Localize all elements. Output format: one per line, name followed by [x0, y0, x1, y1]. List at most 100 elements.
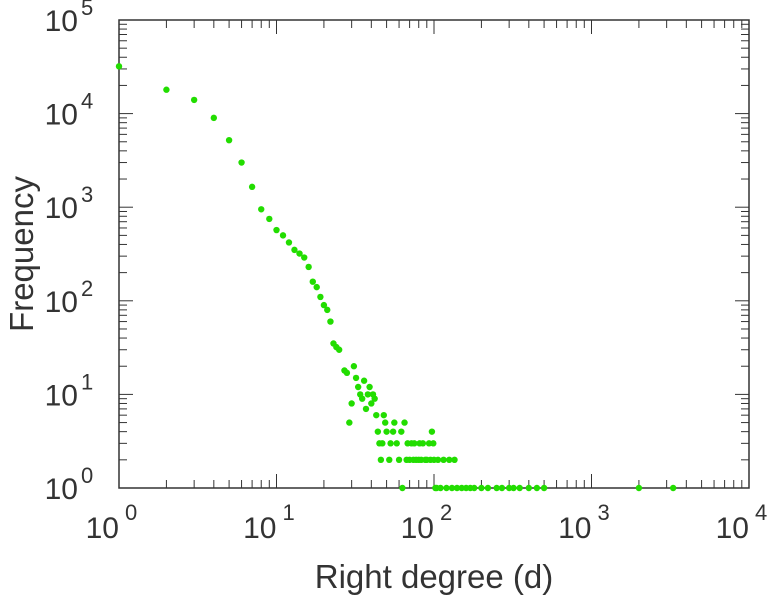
data-point: [343, 369, 351, 377]
data-point: [377, 456, 385, 464]
data-point: [285, 239, 293, 246]
data-point: [313, 283, 320, 291]
x-tick-label: 10 0: [86, 500, 138, 545]
x-tick-exponent: 4: [755, 500, 767, 525]
data-point: [386, 456, 393, 464]
x-tick-exponent: 3: [598, 500, 610, 525]
data-point: [440, 456, 447, 464]
data-point: [379, 440, 386, 447]
data-point: [248, 183, 256, 191]
data-point: [163, 86, 170, 93]
y-tick-base: 10: [45, 473, 78, 506]
data-point: [309, 278, 316, 285]
y-tick-exponent: 2: [81, 276, 93, 301]
y-tick-label: 10 3: [45, 182, 94, 225]
data-point: [383, 428, 390, 435]
data-point: [373, 411, 380, 419]
x-tick-base: 10: [401, 512, 434, 545]
data-point: [305, 263, 312, 271]
y-tick-base: 10: [45, 286, 78, 319]
data-point: [419, 440, 427, 447]
data-point: [510, 484, 517, 492]
data-point: [210, 114, 218, 122]
y-tick-exponent: 0: [81, 463, 93, 488]
y-tick-base: 10: [45, 192, 78, 225]
data-point: [533, 484, 541, 492]
data-point: [350, 363, 358, 370]
x-tick-exponent: 0: [125, 500, 137, 525]
y-tick-base: 10: [45, 379, 78, 412]
data-point: [320, 301, 328, 309]
data-point: [471, 484, 478, 492]
data-point: [669, 484, 677, 492]
data-point: [395, 456, 403, 464]
plot-frame: [118, 19, 750, 489]
data-point: [258, 206, 265, 213]
data-point: [238, 159, 245, 166]
data-point: [401, 419, 408, 426]
data-point: [225, 136, 233, 144]
data-point: [399, 484, 406, 492]
data-point: [391, 419, 398, 426]
y-tick-exponent: 5: [81, 0, 93, 20]
y-tick-base: 10: [45, 99, 78, 132]
data-point: [516, 484, 523, 492]
data-point: [324, 306, 331, 314]
data-point: [540, 484, 548, 492]
data-point: [346, 419, 353, 426]
major-ticks: [118, 19, 750, 489]
data-point: [360, 377, 368, 384]
data-point: [493, 484, 500, 492]
data-point: [411, 440, 418, 447]
x-tick-label: 10 2: [401, 500, 453, 545]
x-axis-title: Right degree (d): [315, 558, 553, 595]
data-point: [358, 395, 366, 402]
y-tick-exponent: 3: [81, 182, 93, 207]
x-tick-base: 10: [716, 512, 749, 545]
data-point: [443, 484, 450, 492]
data-point: [434, 456, 442, 464]
data-point: [387, 440, 394, 447]
data-point: [398, 428, 405, 435]
y-tick-exponent: 1: [81, 369, 93, 394]
x-tick-base: 10: [558, 512, 591, 545]
data-points: [115, 63, 677, 492]
x-tick-label: 10 1: [243, 500, 295, 545]
data-point: [478, 484, 485, 492]
data-point: [279, 232, 287, 239]
data-point: [368, 400, 375, 407]
y-tick-label: 10 2: [45, 276, 94, 319]
data-point: [301, 254, 308, 261]
data-point: [430, 440, 437, 447]
data-point: [362, 405, 370, 413]
data-point: [484, 484, 492, 492]
data-point: [428, 428, 436, 435]
y-axis-title: Frequency: [3, 176, 40, 332]
data-point: [374, 428, 382, 435]
data-point: [437, 484, 444, 492]
data-point: [352, 374, 360, 382]
data-point: [389, 428, 397, 435]
y-tick-label: 10 1: [45, 369, 94, 412]
data-point: [317, 293, 324, 301]
y-tick-label: 10 4: [45, 89, 94, 132]
data-point: [354, 383, 362, 391]
data-point: [448, 484, 456, 492]
data-point: [393, 440, 400, 447]
x-tick-exponent: 1: [283, 500, 295, 525]
y-tick-label: 10 5: [45, 0, 94, 38]
data-point: [348, 400, 355, 407]
data-point: [382, 419, 389, 426]
x-tick-label: 10 4: [716, 500, 768, 545]
data-point: [453, 484, 461, 492]
data-point: [335, 346, 343, 353]
x-tick-exponent: 2: [440, 500, 452, 525]
x-tick-base: 10: [86, 512, 119, 545]
data-point: [366, 383, 373, 391]
data-point: [266, 215, 273, 223]
data-point: [458, 484, 465, 492]
data-point: [446, 456, 453, 464]
data-point: [451, 456, 458, 464]
